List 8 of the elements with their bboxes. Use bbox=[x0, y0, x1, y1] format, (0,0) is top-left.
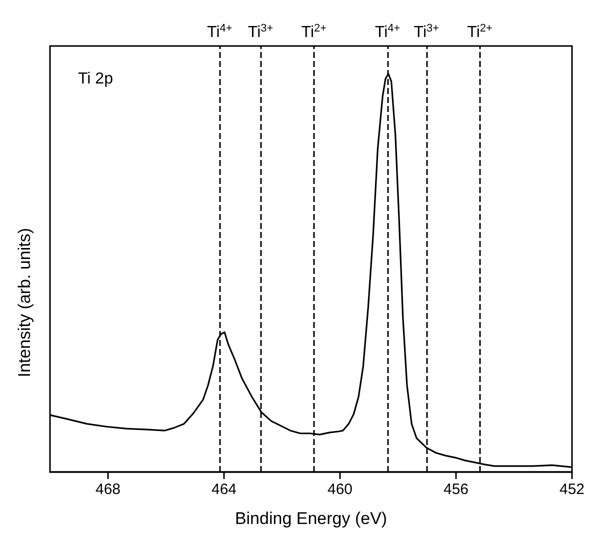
x-tick-label: 460 bbox=[327, 481, 353, 498]
annotation: Ti 2p bbox=[78, 70, 114, 88]
x-tick-label: 456 bbox=[443, 481, 469, 498]
y-axis-title: Intensity (arb. units) bbox=[15, 228, 34, 378]
x-tick-label: 452 bbox=[559, 481, 585, 498]
x-axis-title: Binding Energy (eV) bbox=[234, 509, 388, 528]
x-tick-label: 464 bbox=[211, 481, 237, 498]
x-tick-label: 468 bbox=[95, 481, 121, 498]
